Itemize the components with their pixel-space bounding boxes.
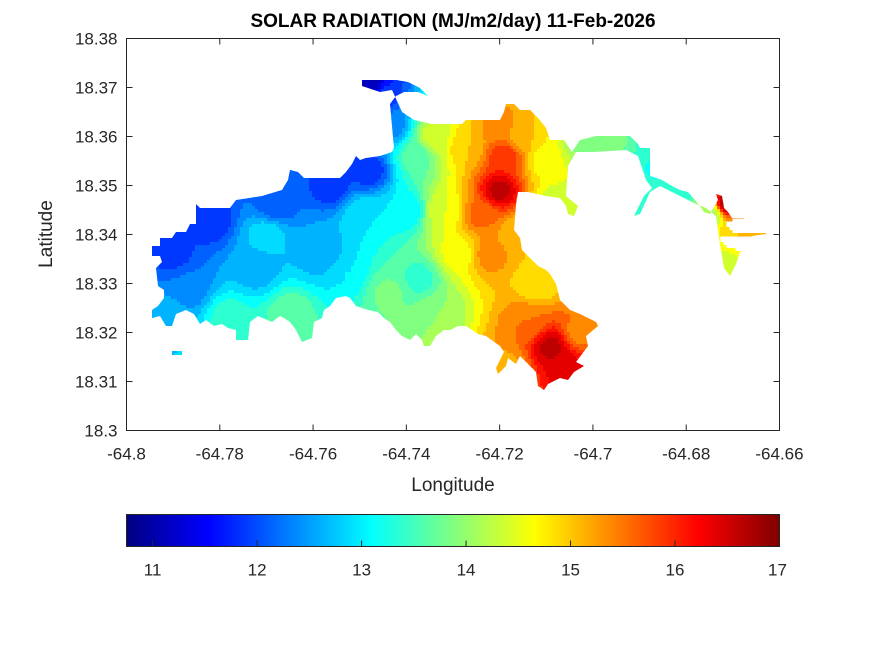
colorbar: 11 12 13 14 15 16 17 [126,514,787,580]
x-axis-label: Longitude [411,475,494,496]
x-tick-label: -64.8 [107,445,146,464]
colorbar-tick-label: 17 [768,561,787,580]
colorbar-tick-label: 11 [144,561,162,580]
x-tick-label: -64.72 [476,445,524,464]
x-tick-label: -64.66 [755,445,803,464]
x-tick-label: -64.76 [289,445,337,464]
colorbar-ticks: 11 12 13 14 15 16 17 [144,540,787,580]
y-tick-label: 18.38 [75,30,118,49]
colorbar-tick-label: 13 [352,561,371,580]
colorbar-tick-label: 16 [666,561,685,580]
y-axis: 18.3 18.31 18.32 18.33 18.34 18.35 18.36 18.37 1… [75,30,780,441]
y-tick-label: 18.35 [75,177,118,196]
x-tick-label: -64.7 [574,445,613,464]
y-tick-label: 18.32 [75,324,118,343]
y-tick-label: 18.37 [75,79,118,98]
y-axis-label: Latitude [36,200,57,268]
x-tick-label: -64.74 [382,445,430,464]
y-tick-label: 18.34 [75,226,118,245]
colorbar-tick-label: 15 [561,561,580,580]
x-tick-label: -64.68 [662,445,710,464]
y-tick-label: 18.36 [75,128,118,147]
contour-map [152,80,766,390]
colorbar-tick-label: 14 [457,561,476,580]
x-tick-label: -64.78 [196,445,244,464]
colorbar-tick-label: 12 [248,561,267,580]
colorbar-gradient [126,514,780,547]
y-tick-label: 18.3 [84,422,117,441]
contour-fill [152,80,766,390]
y-tick-label: 18.31 [75,373,118,392]
y-tick-label: 18.33 [75,275,118,294]
x-axis: -64.8 -64.78 -64.76 -64.74 -64.72 -64.7 -64.68… [107,38,804,464]
chart-title: SOLAR RADIATION (MJ/m2/day) 11-Feb-2026 [250,11,655,32]
